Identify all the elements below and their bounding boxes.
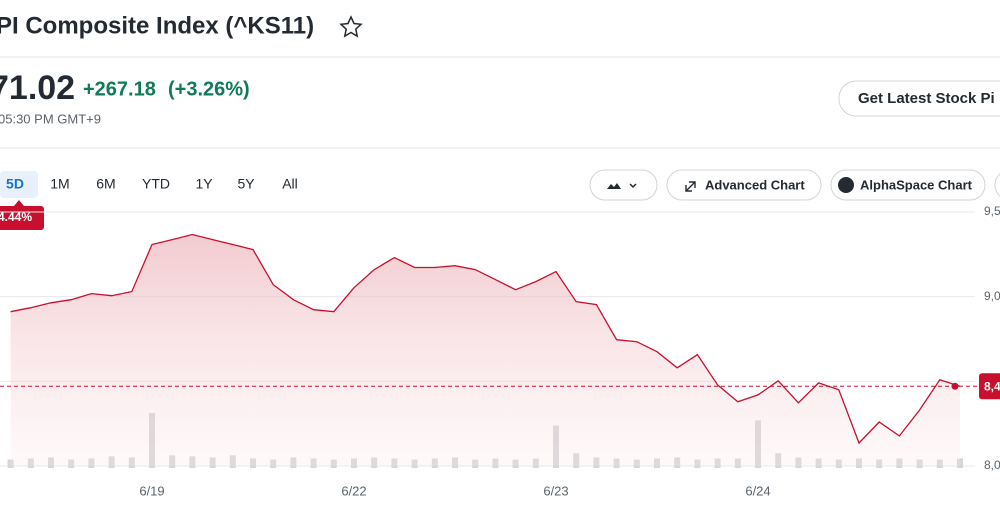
range-button[interactable]: YTD: [142, 176, 170, 192]
x-tick-label: 6/19: [139, 483, 164, 498]
range-button[interactable]: 5D: [6, 176, 24, 192]
range-button[interactable]: 1Y: [195, 176, 213, 192]
y-tick-label: 9,0: [984, 289, 1000, 303]
range-selected: [0, 171, 38, 198]
advanced-chart-button[interactable]: [666, 169, 822, 201]
button-label: Advanced Chart: [705, 177, 805, 192]
range-button[interactable]: 6M: [96, 176, 115, 192]
expand-icon: [685, 181, 696, 192]
price: 71.02: [0, 69, 75, 107]
line: [10, 233, 961, 445]
area: [10, 234, 961, 466]
price-badge-label: 8,4: [984, 379, 1000, 393]
price-badge: [979, 373, 1000, 400]
cta-button[interactable]: [838, 80, 1000, 117]
time: 05:30 PM GMT+9: [0, 111, 101, 126]
y-tick-label: 8,0: [984, 458, 1000, 472]
x-tick-label: 6/23: [543, 483, 568, 498]
change-percent: (+3.26%): [168, 78, 250, 100]
alphaspace-button[interactable]: [830, 169, 986, 201]
title: PI Composite Index (^KS11): [0, 12, 314, 39]
last-point: [951, 382, 959, 390]
alphaspace-icon: [838, 177, 854, 193]
badge-pointer: [14, 200, 24, 206]
more-button[interactable]: [994, 170, 1000, 200]
range-button[interactable]: All: [282, 176, 298, 192]
chart-type-icon: [607, 183, 621, 189]
y-tick-label: 9,5: [984, 204, 1000, 218]
chevron: [629, 183, 637, 189]
x-tick-label: 6/24: [745, 483, 770, 498]
star-icon[interactable]: [339, 15, 363, 38]
change: +267.18: [83, 78, 156, 100]
cta-label: Get Latest Stock Pi: [858, 90, 995, 107]
range-button[interactable]: 5Y: [237, 176, 255, 192]
range-change: 4.44%: [0, 210, 32, 224]
x-tick-label: 6/22: [341, 483, 366, 498]
range-button[interactable]: 1M: [50, 176, 69, 192]
chart-type-button[interactable]: [589, 169, 658, 201]
button-label: AlphaSpace Chart: [860, 177, 973, 192]
